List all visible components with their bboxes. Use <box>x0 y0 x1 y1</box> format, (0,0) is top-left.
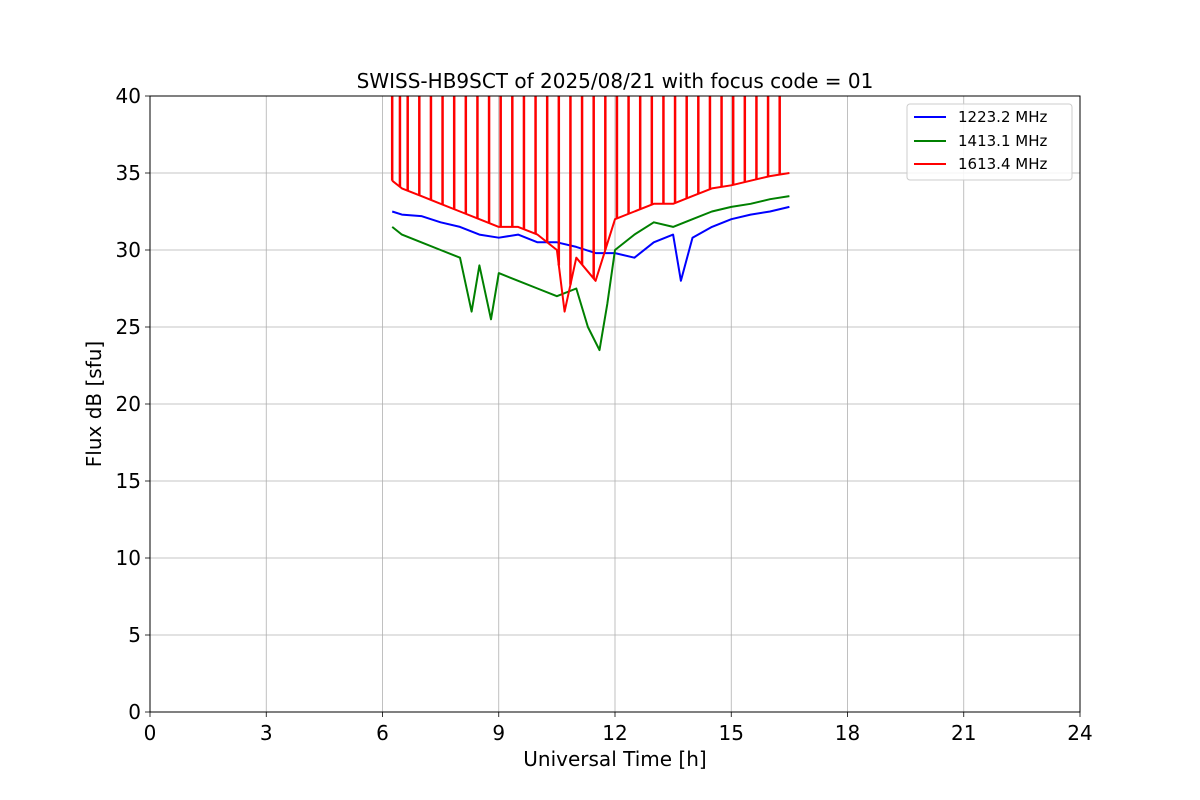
series-line-1 <box>391 205 790 282</box>
x-tick-label: 12 <box>602 721 627 745</box>
series-line-2 <box>391 195 790 352</box>
y-tick-label: 40 <box>116 84 141 108</box>
legend-label-series-3: 1613.4 MHz <box>958 155 1047 173</box>
x-tick-label: 0 <box>144 721 157 745</box>
axis-ticks: 0 3 6 9 12 15 18 21 24 0 5 10 15 20 25 30 35 40 <box>116 84 1093 745</box>
chart-title: SWISS-HB9SCT of 2025/08/21 with focus co… <box>357 69 874 93</box>
x-tick-label: 21 <box>951 721 976 745</box>
legend-box <box>906 103 1073 181</box>
y-tick-label: 25 <box>116 315 141 339</box>
y-tick-label: 30 <box>116 238 141 262</box>
x-axis-label: Universal Time [h] <box>523 747 706 771</box>
legend-label-series-1: 1223.2 MHz <box>958 108 1047 126</box>
y-tick-label: 5 <box>128 623 141 647</box>
x-tick-label: 3 <box>260 721 273 745</box>
x-tick-label: 24 <box>1067 721 1092 745</box>
legend-label-series-2: 1413.1 MHz <box>958 132 1047 150</box>
y-tick-label: 15 <box>116 469 141 493</box>
y-axis-label: Flux dB [sfu] <box>82 341 106 467</box>
y-tick-label: 0 <box>128 700 141 724</box>
x-tick-label: 6 <box>376 721 389 745</box>
x-tick-label: 9 <box>492 721 505 745</box>
spike-group <box>390 96 781 285</box>
y-tick-label: 35 <box>116 161 141 185</box>
x-tick-label: 15 <box>719 721 744 745</box>
legend: 1223.2 MHz 1413.1 MHz 1613.4 MHz <box>906 103 1073 181</box>
x-tick-label: 18 <box>835 721 860 745</box>
y-tick-label: 10 <box>116 546 141 570</box>
y-tick-label: 20 <box>116 392 141 416</box>
